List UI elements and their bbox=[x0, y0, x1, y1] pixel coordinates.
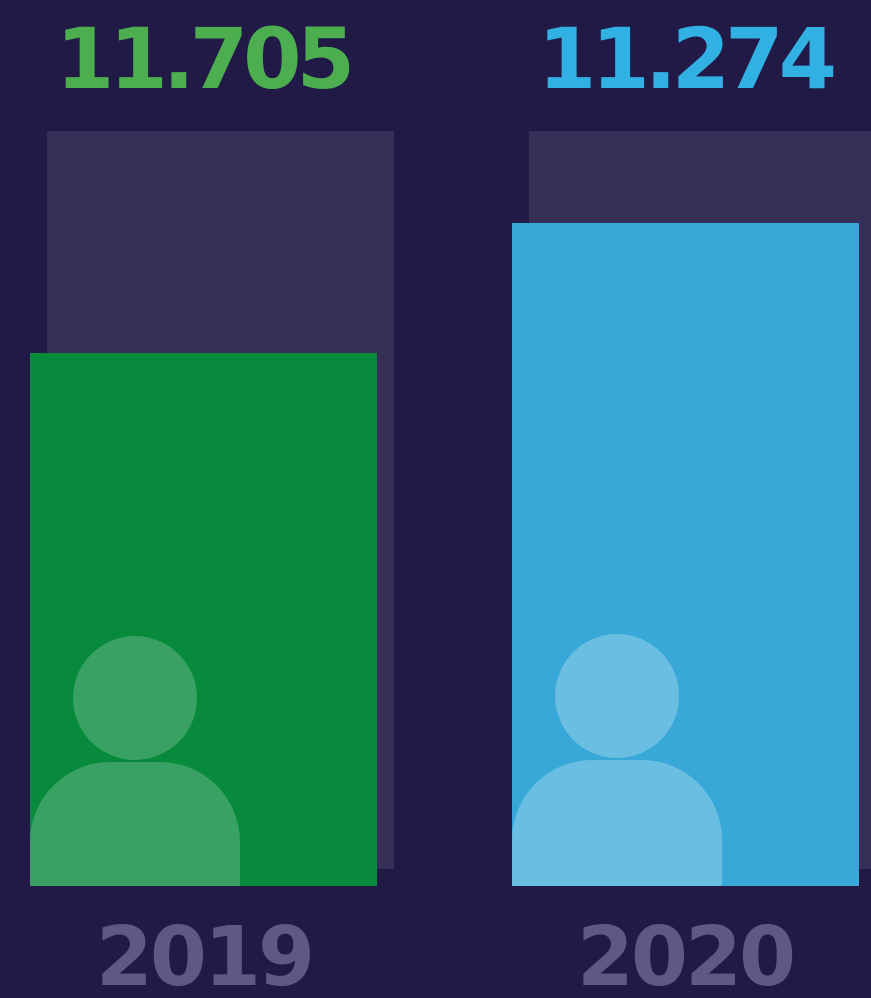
person-body bbox=[512, 760, 722, 886]
bar bbox=[512, 223, 859, 886]
person-body bbox=[30, 762, 240, 886]
value-label: 11.705 bbox=[56, 10, 350, 108]
person-head bbox=[73, 636, 197, 760]
year-label: 2019 bbox=[96, 910, 312, 998]
value-label: 11.274 bbox=[538, 10, 834, 108]
year-label: 2020 bbox=[577, 910, 793, 998]
panel-2020: 11.274 2020 bbox=[512, 10, 871, 998]
panel-2019: 11.705 2019 bbox=[30, 10, 394, 998]
person-head bbox=[555, 634, 679, 758]
bar bbox=[30, 353, 377, 886]
